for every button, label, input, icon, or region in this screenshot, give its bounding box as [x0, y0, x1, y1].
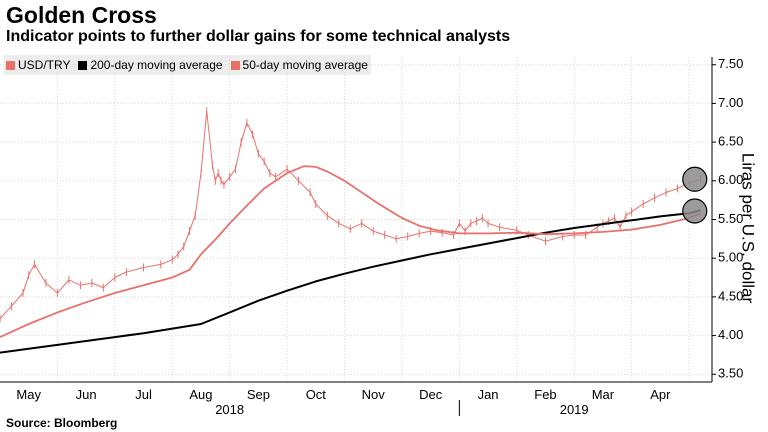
legend-swatch-usdtry	[6, 60, 15, 70]
y-tick-label: 5.50	[718, 211, 743, 226]
x-tick-label: Jul	[135, 387, 152, 402]
legend-swatch-ma50	[230, 60, 240, 70]
legend: USD/TRY 200-day moving average 50-day mo…	[6, 56, 376, 74]
x-tick-label: Mar	[592, 387, 615, 402]
source-note: Source: Bloomberg	[6, 416, 118, 430]
y-tick-label: 6.00	[718, 172, 743, 187]
x-tick-label: Nov	[362, 387, 386, 402]
x-year-label: 2018	[215, 402, 244, 417]
y-tick-label: 4.00	[718, 327, 743, 342]
x-tick-label: Apr	[650, 387, 671, 402]
legend-label-ma50: 50-day moving average	[242, 58, 368, 72]
legend-label-ma200: 200-day moving average	[90, 58, 223, 72]
legend-item-ma50: 50-day moving average	[230, 58, 368, 72]
series-line-usdtry	[0, 110, 701, 319]
chart-title: Golden Cross	[6, 2, 157, 28]
series-line-ma50	[0, 165, 701, 338]
x-tick-label: May	[16, 387, 41, 402]
y-tick-label: 7.00	[718, 95, 743, 110]
highlight-usdtry-latest	[682, 166, 708, 192]
y-tick-label: 6.50	[718, 134, 743, 149]
axes: 3.50 4.00 4.50 5.00 5.50 6.00 6.50 7.00 7.50 May J…	[0, 56, 743, 417]
series-line-ma200	[0, 209, 701, 354]
x-tick-label: Aug	[189, 387, 212, 402]
x-tick-label: Oct	[306, 387, 327, 402]
x-tick-label: Dec	[419, 387, 443, 402]
y-axis-label: Liras per U.S. dollar	[739, 153, 758, 304]
y-tick-label: 4.50	[718, 288, 743, 303]
y-tick-label: 5.00	[718, 250, 743, 265]
highlight-golden-cross	[682, 198, 708, 224]
legend-item-usdtry: USD/TRY	[6, 58, 70, 72]
grid	[0, 57, 712, 382]
x-year-label: 2019	[560, 402, 589, 417]
legend-label-usdtry: USD/TRY	[18, 58, 71, 72]
x-tick-label: Sep	[247, 387, 270, 402]
x-tick-label: Jun	[76, 387, 97, 402]
legend-item-ma200: 200-day moving average	[78, 58, 223, 72]
plot-area	[0, 107, 708, 354]
x-tick-label: Feb	[534, 387, 556, 402]
y-tick-label: 3.50	[718, 366, 743, 381]
chart-subtitle: Indicator points to further dollar gains…	[6, 28, 511, 45]
y-tick-label: 7.50	[718, 56, 743, 71]
x-tick-label: Jan	[478, 387, 499, 402]
legend-background	[4, 55, 371, 75]
legend-swatch-ma200	[78, 60, 88, 70]
